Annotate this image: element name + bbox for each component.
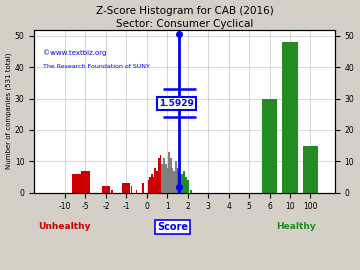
Bar [72,174,86,193]
Bar [163,158,165,193]
Bar [190,190,192,193]
Bar [282,42,298,193]
Bar [136,190,138,193]
Bar [131,187,132,193]
Bar [178,171,180,193]
Bar [182,174,184,193]
Bar [303,146,318,193]
Text: The Research Foundation of SUNY: The Research Foundation of SUNY [43,64,150,69]
Bar [159,155,161,193]
Bar [187,180,189,193]
Text: 1.5929: 1.5929 [159,99,194,108]
Text: Score: Score [157,222,188,232]
Bar [81,171,90,193]
Bar [111,190,113,193]
Bar [158,158,159,193]
Bar [168,152,170,193]
Bar [154,168,156,193]
Bar [161,164,163,193]
Bar [165,164,167,193]
Bar [156,171,158,193]
Text: Unhealthy: Unhealthy [38,222,91,231]
Bar [17,177,31,193]
Bar [153,177,154,193]
Bar [122,183,130,193]
Bar [183,171,185,193]
Bar [143,183,144,193]
Bar [262,99,277,193]
Bar [175,161,177,193]
Text: ©www.textbiz.org: ©www.textbiz.org [43,49,107,56]
Bar [170,158,172,193]
Title: Z-Score Histogram for CAB (2016)
Sector: Consumer Cyclical: Z-Score Histogram for CAB (2016) Sector:… [96,6,274,29]
Y-axis label: Number of companies (531 total): Number of companies (531 total) [5,53,12,169]
Bar [149,177,151,193]
Text: Healthy: Healthy [276,222,316,231]
Bar [102,187,110,193]
Bar [176,168,179,193]
Bar [180,174,182,193]
Bar [173,171,175,193]
Bar [151,174,153,193]
Bar [171,168,173,193]
Bar [148,180,149,193]
Bar [185,177,187,193]
Bar [166,168,168,193]
